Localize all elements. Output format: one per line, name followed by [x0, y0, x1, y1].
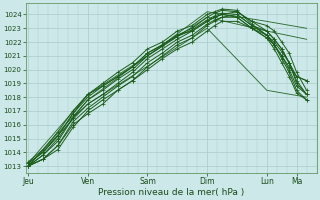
- X-axis label: Pression niveau de la mer( hPa ): Pression niveau de la mer( hPa ): [98, 188, 244, 197]
